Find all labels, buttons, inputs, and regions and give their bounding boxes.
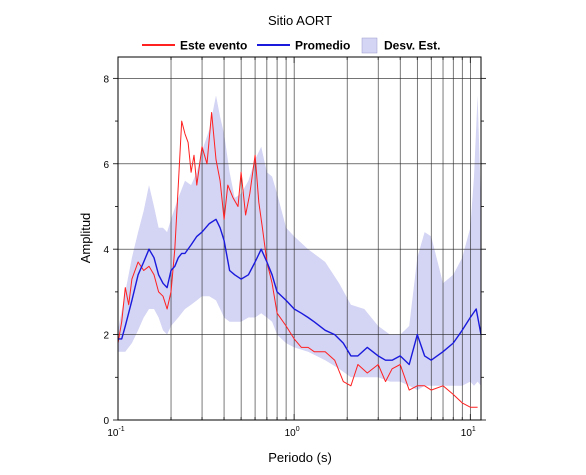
chart-title: Sitio AORT [268,13,332,28]
event-line [117,112,478,408]
x-tick-label: 101 [461,426,476,439]
y-tick-label: 2 [103,331,109,342]
x-tick-label: 10-1 [107,426,124,439]
x-axis-title: Periodo (s) [268,450,332,465]
line-layer [117,112,482,408]
tick-layer: 0 2 4 6 8 10-1 100 101 [103,57,486,439]
legend-mean-label: Promedio [295,39,350,53]
legend-event-label: Este evento [180,39,247,53]
y-axis-title: Amplitud [78,213,93,264]
y-tick-label: 8 [103,74,109,85]
plot-area: 0 2 4 6 8 10-1 100 101 [103,56,486,439]
std-dev-band-0 [118,95,481,391]
mean-line [118,218,482,366]
legend: Este evento Promedio Desv. Est. [142,37,440,54]
x-tick-label: 100 [285,426,300,439]
plot-frame [117,56,482,421]
legend-band-label: Desv. Est. [384,39,440,53]
legend-band-swatch [361,37,378,54]
band-layer [118,95,481,391]
y-tick-label: 6 [103,160,109,171]
y-tick-label: 4 [103,245,109,256]
y-tick-label: 0 [103,416,109,427]
